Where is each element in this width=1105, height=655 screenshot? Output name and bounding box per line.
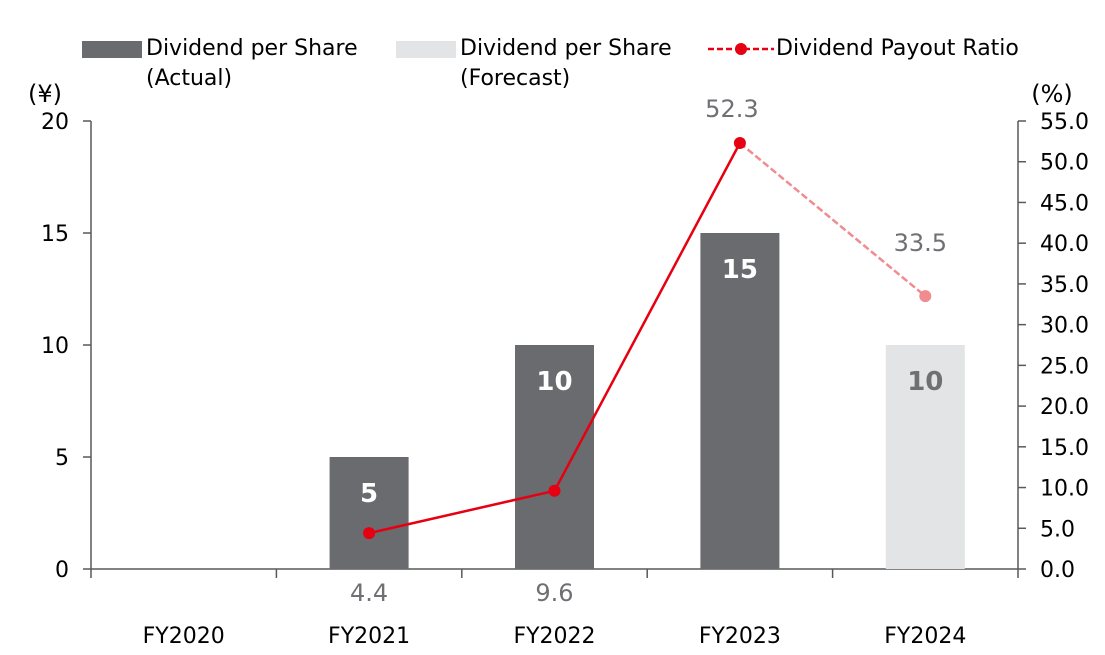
bar-forecast: [885, 345, 965, 569]
legend-swatch-forecast: [396, 41, 456, 58]
payout-ratio-data-label: 4.4: [350, 579, 388, 607]
legend-swatch-actual: [82, 41, 142, 58]
legend-item-actual: Dividend per Share (Actual): [82, 34, 358, 94]
legend-line-marker-payout-ratio: [708, 43, 774, 55]
legend-label-forecast-line1: Dividend per Share: [460, 36, 672, 61]
x-category-label: FY2023: [699, 624, 781, 649]
y-right-tick-label: 35.0: [1040, 273, 1089, 298]
payout-ratio-point: [919, 290, 932, 303]
x-category-label: FY2022: [513, 624, 595, 649]
y-right-tick-label: 45.0: [1040, 191, 1089, 216]
bar-value-label: 15: [722, 255, 758, 285]
y-left-tick-label: 15: [41, 222, 69, 247]
y-left-tick-label: 0: [55, 558, 69, 583]
y-right-tick-label: 0.0: [1040, 558, 1075, 583]
legend-label-forecast-line2: (Forecast): [460, 66, 571, 91]
payout-ratio-point: [733, 136, 746, 149]
payout-ratio-data-label: 52.3: [705, 95, 758, 123]
x-category-label: FY2024: [884, 624, 966, 649]
y-right-tick-label: 20.0: [1040, 395, 1089, 420]
legend-label-payout-ratio: Dividend Payout Ratio: [776, 36, 1019, 61]
bar-value-label: 10: [907, 367, 943, 397]
y-right-tick-label: 55.0: [1040, 110, 1089, 135]
y-left-axis-unit: (¥): [28, 80, 62, 108]
bar-value-label: 10: [536, 367, 572, 397]
bar-actual: [700, 233, 780, 569]
y-right-tick-label: 30.0: [1040, 314, 1089, 339]
legend-item-payout-ratio: Dividend Payout Ratio: [708, 34, 1019, 64]
payout-ratio-forecast-segment: [739, 142, 927, 298]
y-left-tick-label: 5: [55, 446, 69, 471]
bar-actual: [515, 345, 594, 569]
legend-item-forecast: Dividend per Share (Forecast): [396, 34, 672, 94]
y-left-tick-label: 10: [41, 334, 69, 359]
payout-ratio-point: [363, 527, 376, 540]
y-right-tick-label: 40.0: [1040, 232, 1089, 257]
x-category-label: FY2020: [143, 624, 225, 649]
x-category-label: FY2021: [328, 624, 410, 649]
payout-ratio-segment: [368, 489, 555, 535]
payout-ratio-data-label: 9.6: [535, 579, 573, 607]
bar-actual: [329, 457, 409, 569]
legend-label-actual-line2: (Actual): [146, 66, 233, 91]
y-right-tick-label: 5.0: [1040, 517, 1075, 542]
y-right-tick-label: 10.0: [1040, 477, 1089, 502]
bar-value-label: 5: [360, 479, 378, 509]
y-right-axis-unit: (%): [1031, 80, 1073, 108]
payout-ratio-point: [548, 484, 561, 497]
y-right-tick-label: 15.0: [1040, 436, 1089, 461]
payout-ratio-segment: [553, 142, 742, 492]
y-right-tick-label: 25.0: [1040, 354, 1089, 379]
y-left-tick-label: 20: [41, 110, 69, 135]
y-right-tick-label: 50.0: [1040, 151, 1089, 176]
legend-label-actual-line1: Dividend per Share: [146, 36, 358, 61]
payout-ratio-data-label: 33.5: [894, 229, 947, 257]
